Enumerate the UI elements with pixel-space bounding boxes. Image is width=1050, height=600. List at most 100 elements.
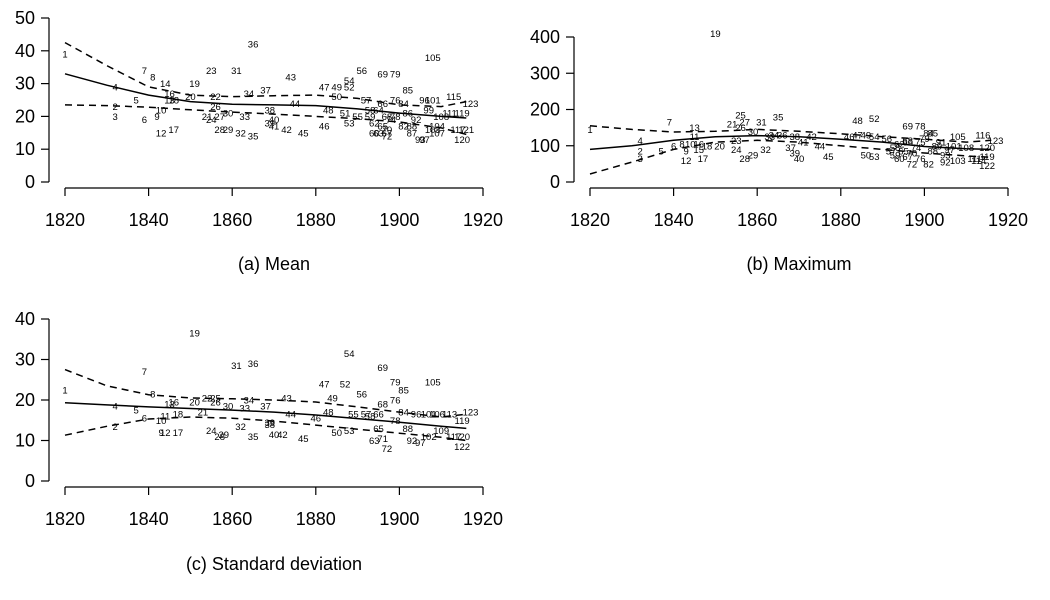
x-tick-label: 1880 <box>296 210 336 230</box>
data-point-label: 2 <box>638 147 643 158</box>
data-point-label: 55 <box>352 112 363 123</box>
data-point-label: 27 <box>214 112 225 123</box>
data-point-label: 18 <box>168 96 179 107</box>
data-point-label: 123 <box>463 99 479 110</box>
data-point-label: 92 <box>407 436 418 447</box>
data-point-label: 106 <box>429 410 445 421</box>
data-point-label: 122 <box>454 442 470 453</box>
data-point-label: 92 <box>940 158 951 169</box>
x-tick-label: 1840 <box>654 210 694 230</box>
data-point-label: 31 <box>231 66 242 77</box>
data-point-label: 50 <box>331 92 342 103</box>
data-point-label: 32 <box>760 145 771 156</box>
data-point-label: 55 <box>348 410 359 421</box>
x-tick-label: 1920 <box>463 509 503 529</box>
data-point-label: 59 <box>365 112 376 123</box>
y-tick-label: 0 <box>25 172 35 192</box>
data-point-label: 97 <box>419 135 430 146</box>
data-point-label: 40 <box>794 154 805 165</box>
data-point-label: 10 <box>685 139 696 150</box>
data-point-label: 76 <box>915 154 926 165</box>
data-point-label: 79 <box>390 69 401 80</box>
data-point-label: 16 <box>164 89 175 100</box>
x-tick-label: 1820 <box>570 210 610 230</box>
data-point-label: 10 <box>156 416 167 427</box>
data-point-label: 117 <box>450 125 465 136</box>
data-point-label: 85 <box>403 86 414 97</box>
data-point-label: 79 <box>919 134 930 145</box>
data-point-label: 105 <box>950 132 966 143</box>
data-point-label: 44 <box>290 99 301 110</box>
data-point-label: 28 <box>214 125 225 136</box>
data-point-label: 33 <box>239 112 250 123</box>
data-point-label: 19 <box>189 329 200 340</box>
data-point-label: 67 <box>382 128 393 139</box>
data-point-label: 63 <box>369 436 380 447</box>
data-point-label: 107 <box>429 128 445 139</box>
data-point-label: 19 <box>710 29 721 40</box>
data-point-label: 17 <box>698 154 709 165</box>
data-point-label: 53 <box>869 152 880 163</box>
data-point-label: 69 <box>377 363 388 374</box>
y-tick-label: 10 <box>15 431 35 451</box>
data-point-label: 6 <box>671 141 676 152</box>
panel-caption: (c) Standard deviation <box>186 554 362 574</box>
data-point-label: 29 <box>219 430 230 441</box>
data-point-label: 64 <box>373 105 384 116</box>
data-point-label: 66 <box>902 138 913 149</box>
x-tick-label: 1820 <box>45 509 85 529</box>
panel-caption: (a) Mean <box>238 254 310 274</box>
data-point-label: 5 <box>658 147 663 158</box>
data-point-label: 105 <box>425 377 441 388</box>
data-point-label: 123 <box>988 136 1004 147</box>
y-tick-label: 30 <box>15 74 35 94</box>
data-point-label: 31 <box>756 118 767 129</box>
data-point-label: 8 <box>150 73 155 84</box>
data-point-label: 11 <box>690 132 700 143</box>
data-point-label: 41 <box>798 138 809 149</box>
data-point-label: 59 <box>890 150 901 161</box>
data-point-label: 48 <box>323 105 334 116</box>
data-point-label: 25 <box>735 110 746 121</box>
data-point-label: 17 <box>173 428 184 439</box>
data-point-label: 22 <box>210 92 221 103</box>
data-point-label: 63 <box>373 128 384 139</box>
data-point-label: 72 <box>382 132 393 143</box>
data-point-label: 71 <box>377 434 388 445</box>
data-point-label: 4 <box>113 82 118 93</box>
y-tick-label: 100 <box>530 136 560 156</box>
data-point-label: 1 <box>587 125 592 136</box>
data-point-label: 29 <box>223 125 234 136</box>
data-point-label: 37 <box>785 143 796 154</box>
x-tick-label: 1860 <box>212 509 252 529</box>
data-point-label: 1 <box>62 385 67 396</box>
data-point-label: 57 <box>361 96 372 107</box>
data-point-label: 97 <box>944 145 955 156</box>
data-point-label: 4 <box>113 402 118 413</box>
data-point-label: 54 <box>344 349 355 360</box>
x-tick-label: 1920 <box>988 210 1028 230</box>
data-point-label: 67 <box>902 152 913 163</box>
lower-confidence-band <box>64 416 467 442</box>
data-point-label: 13 <box>164 400 175 411</box>
data-point-label: 85 <box>398 385 409 396</box>
data-point-label: 47 <box>852 130 863 141</box>
data-point-label: 36 <box>777 130 788 141</box>
data-point-label: 65 <box>377 122 388 133</box>
y-tick-label: 300 <box>530 63 560 83</box>
data-point-label: 40 <box>269 115 280 126</box>
data-point-label: 86 <box>403 109 414 120</box>
data-point-label: 57 <box>886 147 897 158</box>
data-point-label: 38 <box>265 420 276 431</box>
data-point-label: 7 <box>142 66 147 77</box>
data-point-label: 34 <box>769 130 780 141</box>
data-point-label: 45 <box>298 434 309 445</box>
data-point-label: 39 <box>265 418 276 429</box>
data-point-label: 50 <box>861 150 872 161</box>
data-point-label: 119 <box>455 109 470 120</box>
x-tick-label: 1860 <box>737 210 777 230</box>
data-point-label: 53 <box>344 119 355 130</box>
